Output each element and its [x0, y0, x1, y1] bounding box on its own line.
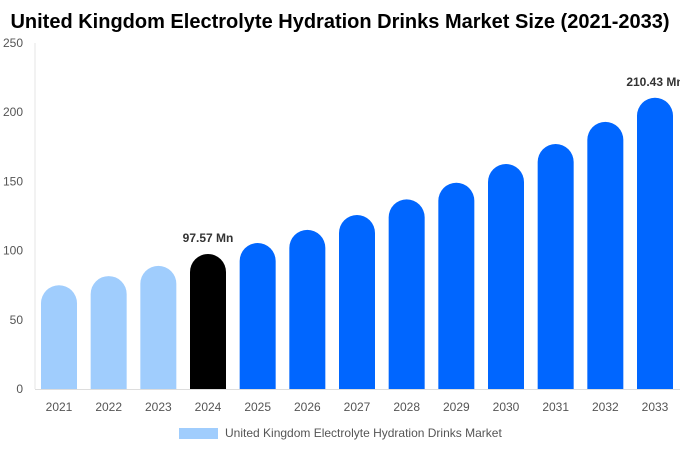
x-tick-label: 2026 [294, 400, 321, 414]
bar-2030 [488, 163, 524, 389]
bar-2031 [537, 144, 574, 389]
y-tick-label: 150 [3, 174, 23, 188]
y-tick-label: 100 [3, 244, 23, 258]
data-label-2033: 210.43 Mn [626, 75, 680, 89]
legend-swatch [179, 428, 218, 439]
data-label-2024: 97.57 Mn [183, 231, 234, 245]
x-tick-label: 2025 [244, 400, 271, 414]
bar-2024 [190, 253, 226, 389]
x-tick-label: 2022 [95, 400, 122, 414]
bar-2025 [239, 243, 276, 389]
bar-2027 [339, 215, 375, 389]
y-tick-label: 250 [3, 36, 23, 50]
x-tick-label: 2030 [493, 400, 520, 414]
y-tick-label: 200 [3, 105, 23, 119]
x-tick-label: 2033 [642, 400, 669, 414]
x-tick-label: 2031 [542, 400, 569, 414]
x-tick-label: 2021 [46, 400, 73, 414]
bar-2032 [587, 121, 624, 389]
bar-2029 [438, 182, 475, 389]
x-tick-label: 2023 [145, 400, 172, 414]
bar-2022 [90, 276, 127, 389]
x-tick-label: 2029 [443, 400, 470, 414]
x-tick-label: 2027 [344, 400, 371, 414]
bar-2021 [41, 285, 77, 389]
bar-2023 [140, 265, 177, 389]
bar-2028 [388, 199, 425, 389]
bar-2026 [289, 229, 326, 389]
legend-label: United Kingdom Electrolyte Hydration Dri… [225, 426, 502, 440]
x-tick-label: 2032 [592, 400, 619, 414]
x-tick-label: 2028 [393, 400, 420, 414]
chart-title: United Kingdom Electrolyte Hydration Dri… [10, 11, 669, 33]
bar-2033 [637, 97, 673, 389]
x-tick-label: 2024 [195, 400, 222, 414]
y-tick-label: 0 [16, 382, 23, 396]
legend: United Kingdom Electrolyte Hydration Dri… [179, 426, 502, 440]
y-tick-label: 50 [10, 313, 24, 327]
